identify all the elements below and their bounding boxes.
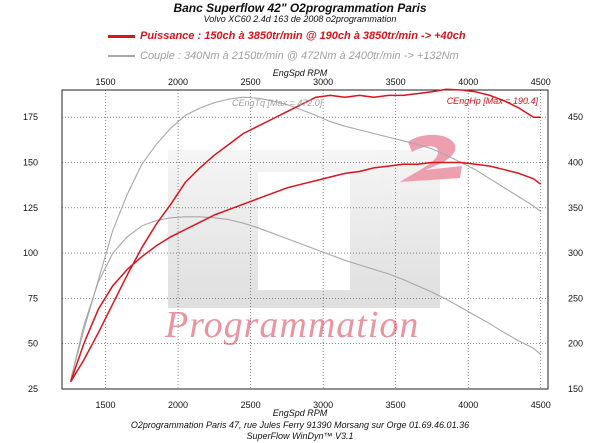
legend-torque: Couple : 340Nm à 2150tr/min @ 472Nm à 24…	[108, 50, 459, 64]
x-axis-label-bottom: EngSpd RPM	[272, 408, 328, 418]
series-layer	[69, 88, 542, 383]
axis-ticks: 1500 1500 2000 2000 2500 2500 3000 3000 3500 3500…	[23, 77, 583, 410]
watermark-logo	[168, 134, 462, 308]
series-line-cengtq-2	[70, 96, 542, 381]
x-tick-label-bottom: 2500	[241, 400, 261, 410]
watermark-programmation-text: Programmation	[165, 304, 420, 346]
y-tick-label-left: 150	[23, 157, 38, 167]
chart-subtitle: Volvo XC60 2.4d 163 de 2008 o2programmat…	[203, 14, 397, 24]
y-tick-label-right: 350	[568, 203, 583, 213]
chart-title: Banc Superflow 42" O2programmation Paris	[173, 1, 427, 15]
legend-power: Puissance : 150ch à 3850tr/min @ 190ch à…	[108, 30, 466, 44]
y-tick-label-right: 250	[568, 293, 583, 303]
x-axis-label-top: EngSpd RPM	[272, 68, 328, 78]
x-tick-label-bottom: 3500	[386, 400, 406, 410]
x-tick-label-bottom: 3000	[313, 400, 333, 410]
footer-software: SuperFlow WinDyn™ V3.1	[246, 431, 354, 441]
y-tick-label-left: 125	[23, 203, 38, 213]
x-tick-label-top: 3500	[386, 77, 406, 87]
y-tick-label-left: 50	[28, 339, 38, 349]
x-tick-label-bottom: 4500	[531, 400, 551, 410]
x-tick-label-bottom: 1500	[96, 400, 116, 410]
y-tick-label-right: 450	[568, 112, 583, 122]
y-tick-label-left: 75	[28, 293, 38, 303]
plot-frame	[61, 89, 549, 390]
legend-power-swatch	[108, 34, 135, 38]
x-tick-label-top: 2000	[168, 77, 188, 87]
y-tick-label-right: 400	[568, 157, 583, 167]
x-tick-label-top: 4500	[531, 77, 551, 87]
legend-power-label: Puissance : 150ch à 3850tr/min @ 190ch à…	[140, 30, 466, 42]
y-tick-label-right: 300	[568, 248, 583, 258]
series-line-cengtq-3	[70, 216, 542, 381]
annotation-torque-max: CEngTq [Max = 472.0]	[232, 98, 323, 108]
x-tick-label-top: 1500	[96, 77, 116, 87]
x-tick-label-top: 4000	[458, 77, 478, 87]
annotation-power-max: CEngHp [Max = 190.4]	[447, 96, 539, 106]
y-tick-label-right: 150	[568, 384, 583, 394]
x-tick-label-top: 3000	[313, 77, 333, 87]
x-tick-label-bottom: 2000	[168, 400, 188, 410]
y-tick-label-right: 200	[568, 339, 583, 349]
footer-address: O2programmation Paris 47, rue Jules Ferr…	[130, 420, 470, 430]
series-line-cenghp-0	[70, 88, 541, 383]
legend-torque-label: Couple : 340Nm à 2150tr/min @ 472Nm à 24…	[140, 50, 459, 62]
series-line-cenghp-1	[69, 161, 542, 383]
y-tick-label-left: 175	[23, 112, 38, 122]
x-tick-label-bottom: 4000	[458, 400, 478, 410]
legend-torque-swatch	[108, 55, 135, 58]
y-tick-label-left: 100	[23, 248, 38, 258]
x-tick-label-top: 2500	[241, 77, 261, 87]
y-tick-label-left: 25	[28, 384, 38, 394]
